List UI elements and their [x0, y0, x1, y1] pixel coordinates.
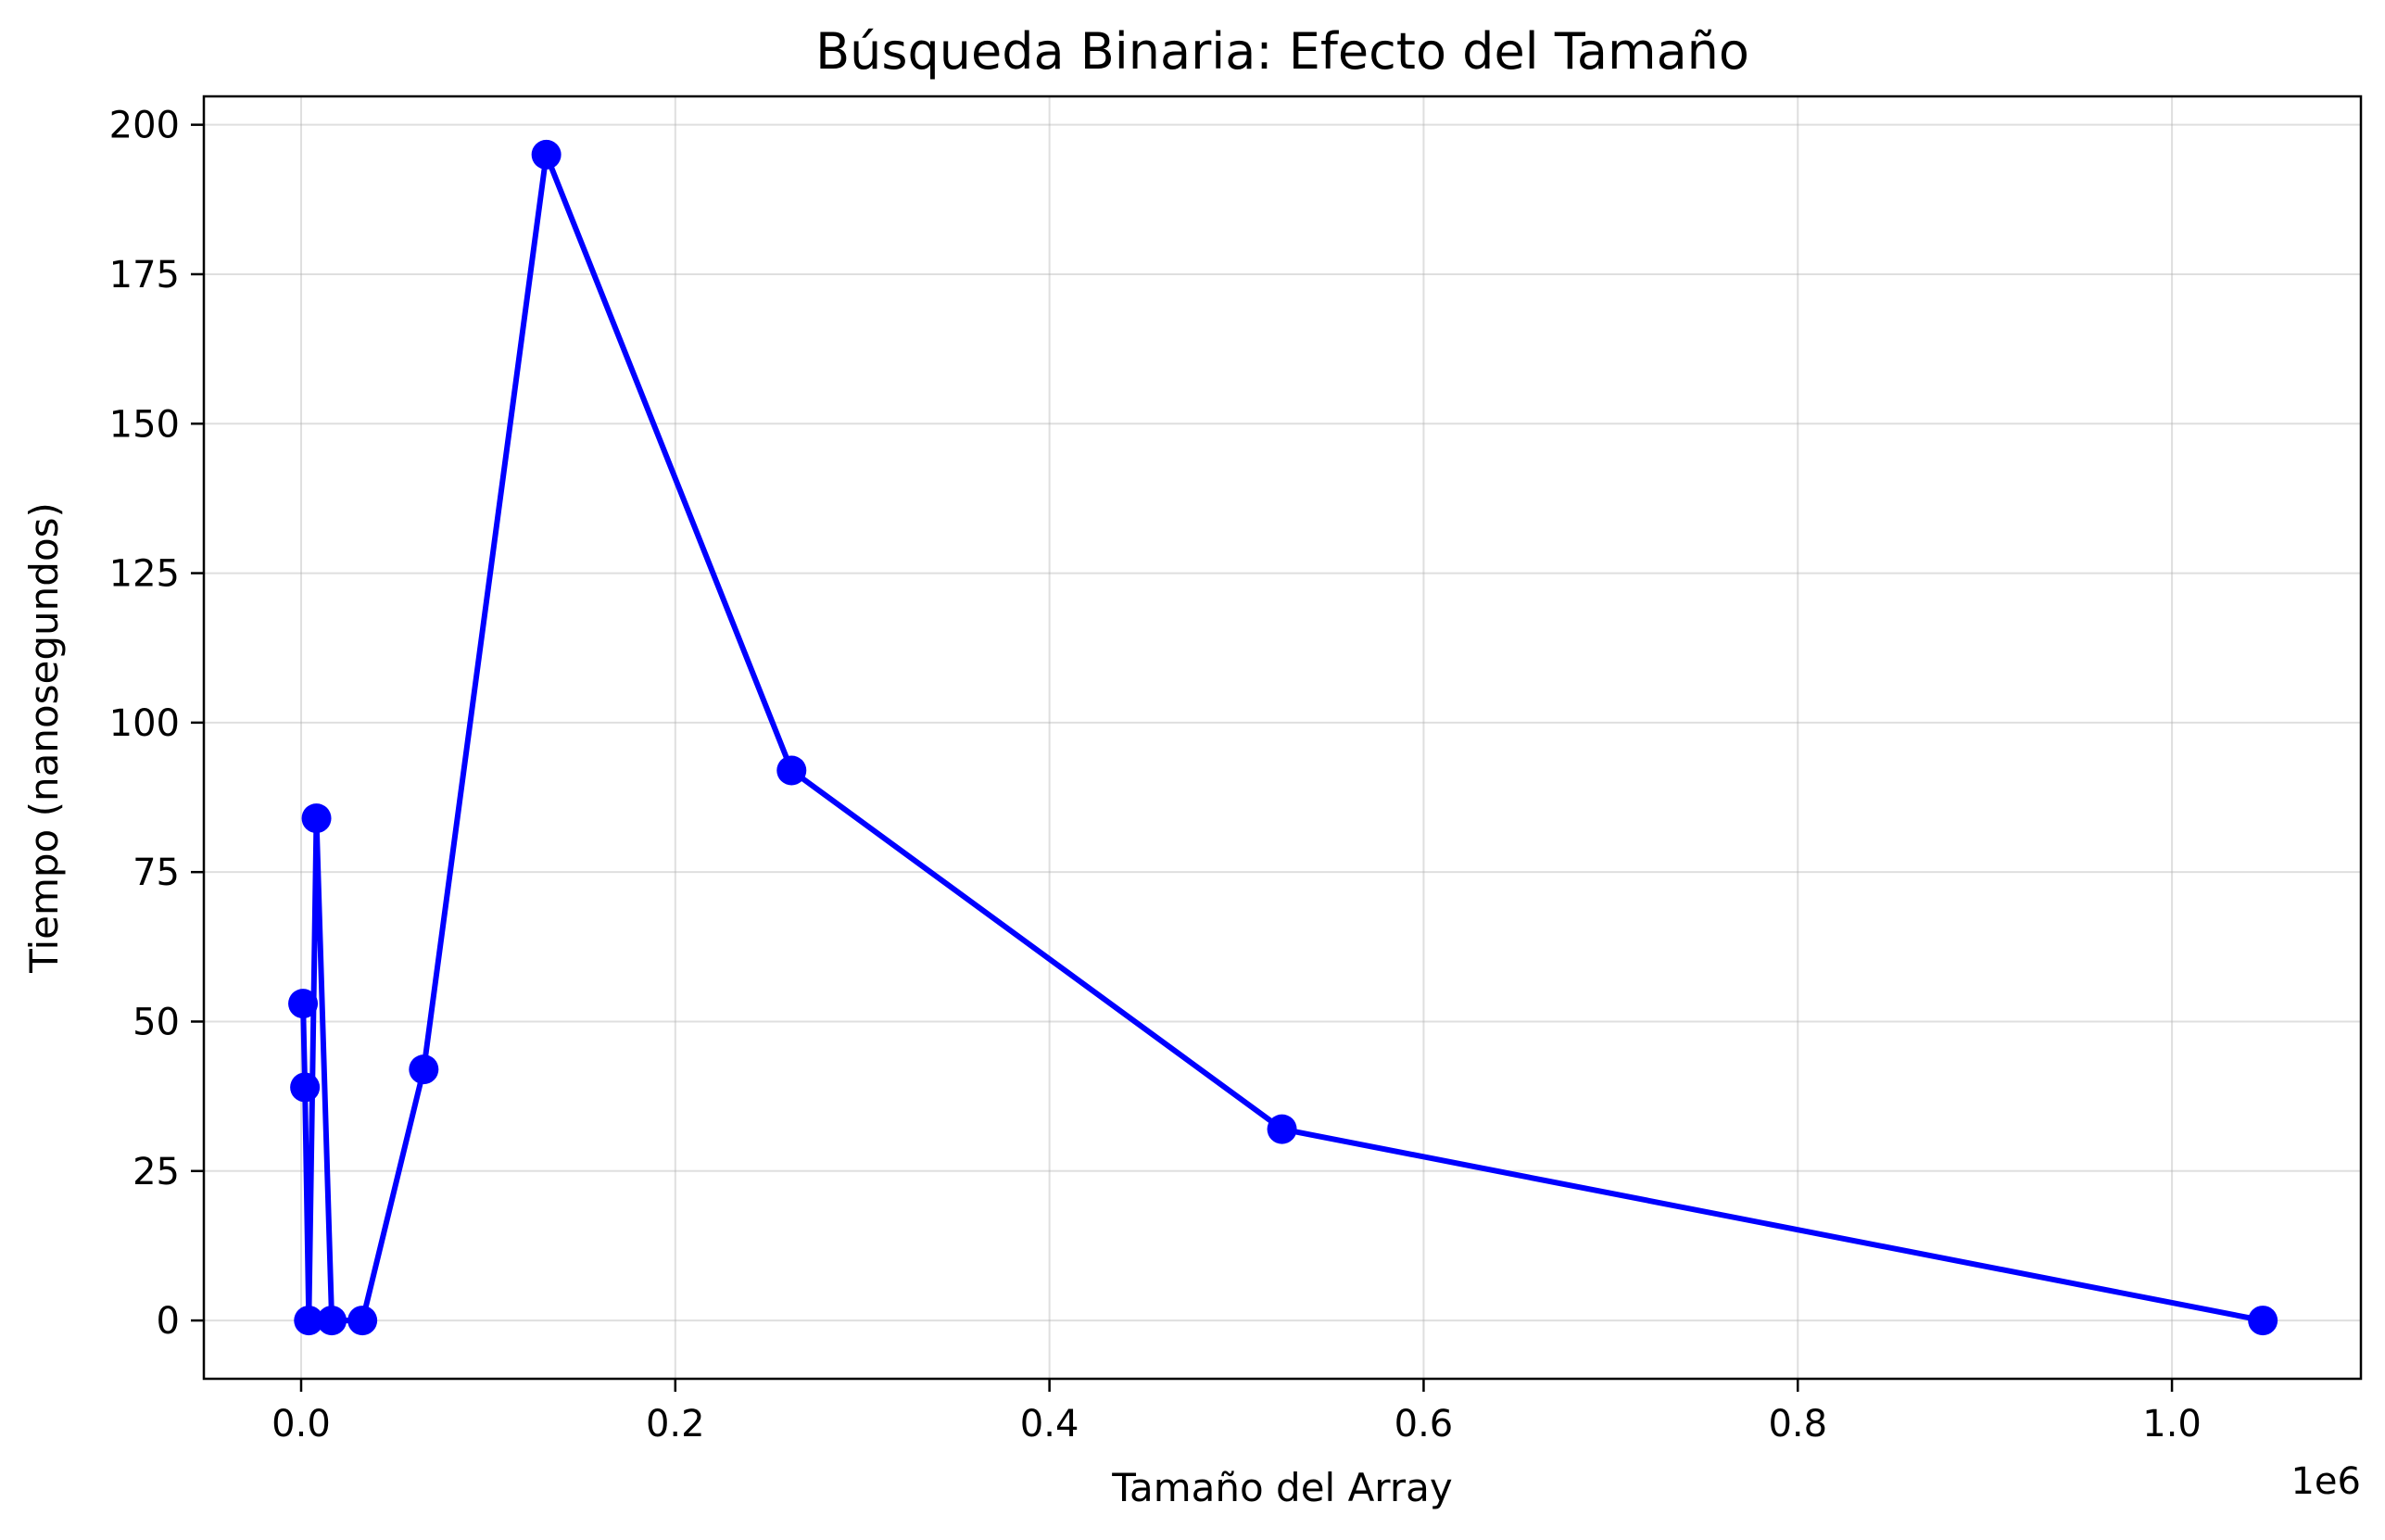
data-point	[288, 989, 319, 1019]
y-tick-label: 200	[109, 105, 180, 147]
x-tick-label: 0.8	[1768, 1403, 1827, 1445]
x-tick-label: 0.0	[271, 1403, 331, 1445]
y-tick-label: 0	[157, 1300, 180, 1343]
data-point	[531, 139, 562, 170]
x-tick-label: 0.4	[1020, 1403, 1079, 1445]
x-axis-label: Tamaño del Array	[1111, 1465, 1452, 1510]
x-tick-label: 0.6	[1394, 1403, 1454, 1445]
data-point	[2248, 1306, 2278, 1336]
plot-frame	[202, 95, 2363, 1381]
data-series	[288, 139, 2278, 1336]
y-axis-label: Tiempo (nanosegundos)	[21, 502, 67, 974]
data-point	[317, 1306, 347, 1336]
y-tick-label: 75	[132, 852, 180, 894]
x-tick-label: 1.0	[2142, 1403, 2202, 1445]
axis-ticks: 0.0 0.2 0.4 0.6 0.8 1.0 0 25 50 75 100 125 150 175 200	[109, 105, 2202, 1445]
grid	[204, 96, 2361, 1379]
data-point	[301, 803, 332, 834]
data-point	[294, 1306, 324, 1336]
y-tick-label: 150	[109, 403, 180, 446]
y-tick-label: 50	[132, 1001, 180, 1043]
data-point	[347, 1306, 378, 1336]
y-tick-label: 25	[132, 1151, 180, 1193]
data-point	[409, 1054, 439, 1085]
data-point	[776, 755, 807, 786]
y-tick-label: 125	[109, 553, 180, 596]
y-tick-label: 100	[109, 702, 180, 745]
data-point	[290, 1072, 321, 1103]
x-tick-label: 0.2	[646, 1403, 705, 1445]
chart-title: Búsqueda Binaria: Efecto del Tamaño	[815, 22, 1749, 81]
x-axis-offset-label: 1e6	[2290, 1460, 2361, 1503]
y-tick-label: 175	[109, 254, 180, 297]
data-point	[1267, 1114, 1297, 1144]
